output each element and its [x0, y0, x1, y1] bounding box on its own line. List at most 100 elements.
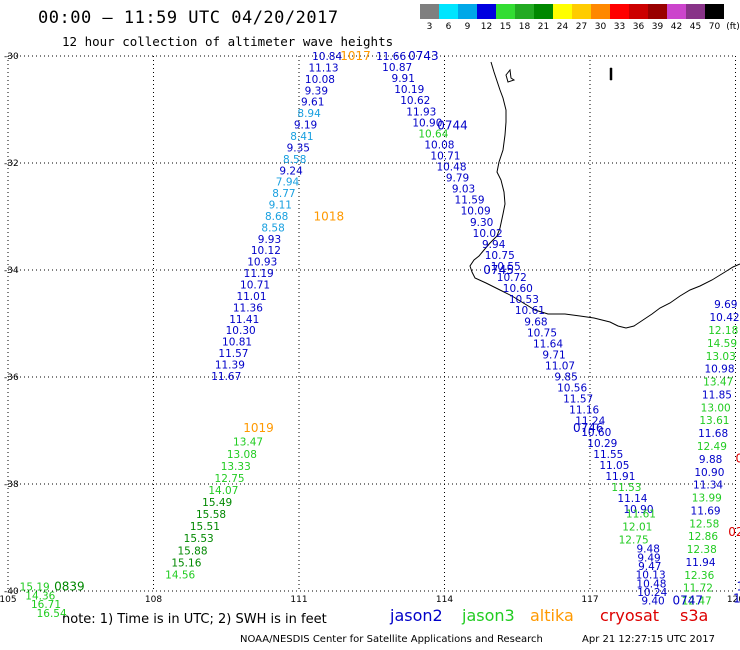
pass-time-label: 11.4 [736, 580, 740, 594]
legend-label: 42 [670, 22, 683, 32]
legend-label: 9 [464, 22, 471, 32]
legend-swatch-6 [439, 4, 458, 19]
wave-height-value: 10.90 [694, 467, 724, 479]
wave-height-value: 12.36 [684, 570, 714, 582]
page-title: 00:00 – 11:59 UTC 04/20/2017 [38, 8, 339, 28]
legend-label: 27 [575, 22, 588, 32]
satellite-key-jason3: jason3 [462, 606, 515, 625]
wave-height-value: 14.56 [165, 569, 195, 581]
wave-height-value: 9.49 [637, 552, 660, 564]
wave-height-value: 13.00 [701, 402, 731, 414]
wave-height-value: 11.16 [569, 405, 599, 417]
legend-swatch-42 [667, 4, 686, 19]
wave-height-value: 10.72 [497, 272, 527, 284]
wave-height-value: 10.90 [412, 117, 442, 129]
wave-height-value: 15.58 [196, 509, 226, 521]
wave-height-value: 8.77 [272, 188, 295, 200]
wave-height-value: 9.24 [279, 165, 303, 177]
wave-height-value: 9.93 [258, 234, 281, 246]
wave-height-value: 11.14 [617, 493, 647, 505]
wave-height-value: 13.99 [692, 493, 722, 505]
wave-height-value: 15.19 [20, 582, 50, 594]
wave-height-value: 11.57 [563, 394, 593, 406]
wave-height-value: 10.64 [418, 128, 448, 140]
lat-tick-label: -36 [4, 373, 19, 383]
generated-timestamp: Apr 21 12:27:15 UTC 2017 [582, 634, 715, 645]
wave-height-value: 15.88 [177, 545, 207, 557]
wave-height-value: 11.72 [683, 583, 713, 595]
legend-swatch-18 [515, 4, 534, 19]
wave-height-value: 10.55 [491, 261, 521, 273]
wave-height-value: 10.87 [382, 62, 412, 74]
legend-label: 3 [426, 22, 433, 32]
lon-tick-label: 108 [145, 595, 162, 605]
wave-height-value: 11.66 [376, 51, 406, 63]
wave-height-value: 13.47 [233, 437, 263, 449]
wave-height-value: 11.69 [691, 505, 721, 517]
lon-tick-label: 111 [290, 595, 307, 605]
lon-tick-label: 117 [581, 595, 598, 605]
wave-height-value: 12.47 [682, 596, 712, 608]
wave-height-value: 9.79 [446, 173, 469, 185]
wave-height-value: 8.58 [283, 154, 306, 166]
legend-label: 15 [499, 22, 512, 32]
wave-height-value: 11.19 [244, 268, 274, 280]
wave-height-value: 8.58 [261, 222, 284, 234]
legend-swatch-15 [496, 4, 515, 19]
wave-height-value: 15.53 [184, 533, 214, 545]
wave-height-value: 10.08 [424, 139, 454, 151]
wave-height-value: 13.03 [706, 351, 736, 363]
wave-height-value: 15.16 [171, 557, 201, 569]
legend-label: 45 [689, 22, 702, 32]
wave-height-value: 11.34 [693, 480, 723, 492]
legend-swatch-39 [648, 4, 667, 19]
wave-height-value: 10.09 [461, 206, 491, 218]
altimeter-tracks: 10.8411.1310.089.399.618.949.198.419.358… [20, 51, 740, 620]
legend-label: 18 [518, 22, 531, 32]
wave-height-value: 14.59 [707, 338, 737, 350]
legend-swatch-33 [610, 4, 629, 19]
pass-time-label: 1018 [314, 210, 345, 224]
wave-height-value: 10.19 [394, 84, 424, 96]
pass-time-label: 0746 [573, 421, 604, 435]
wave-height-value: 12.86 [688, 531, 718, 543]
wave-height-value: 10.30 [226, 325, 256, 337]
wave-height-value: 10.60 [581, 427, 611, 439]
wave-height-value: 13.47 [703, 377, 733, 389]
wave-height-value: 11.59 [455, 195, 485, 207]
wave-height-value: 11.53 [611, 482, 641, 494]
wave-height-value: 11.91 [605, 471, 635, 483]
legend-label: 36 [632, 22, 645, 32]
wave-height-value: 12.18 [708, 325, 738, 337]
wave-height-value: 11.68 [698, 428, 728, 440]
wave-height-value: 9.30 [470, 217, 493, 229]
wave-height-value: 9.88 [699, 454, 722, 466]
legend-label: 21 [537, 22, 550, 32]
wave-height-value: 10.71 [430, 150, 460, 162]
wave-height-value: 11.07 [545, 360, 575, 372]
wave-height-value: 12.01 [622, 522, 652, 534]
legend-swatch-12 [477, 4, 496, 19]
lat-tick-label: -30 [4, 52, 19, 62]
wave-height-value: 10.53 [509, 294, 539, 306]
wave-height-value: 11.85 [702, 389, 732, 401]
wave-height-value: 14.07 [208, 485, 238, 497]
wave-height-value: 9.19 [294, 120, 317, 132]
legend-label: 39 [651, 22, 664, 32]
wave-height-value: 10.84 [312, 51, 342, 63]
legend-swatch-36 [629, 4, 648, 19]
legend-label: 6 [445, 22, 452, 32]
wave-height-value: 11.24 [575, 416, 605, 428]
wave-height-value: 10.81 [222, 337, 252, 349]
wave-height-value: 11.01 [236, 291, 266, 303]
wave-height-value: 11.61 [626, 508, 656, 520]
coastline-path [469, 61, 740, 329]
legend-swatch-30 [591, 4, 610, 19]
wave-height-value: 9.11 [269, 200, 292, 212]
wave-height-value: 10.56 [557, 383, 587, 395]
legend-swatch-27 [572, 4, 591, 19]
wave-height-value: 9.47 [638, 561, 661, 573]
legend-label: 24 [556, 22, 569, 32]
wave-height-value: 11.93 [406, 106, 436, 118]
